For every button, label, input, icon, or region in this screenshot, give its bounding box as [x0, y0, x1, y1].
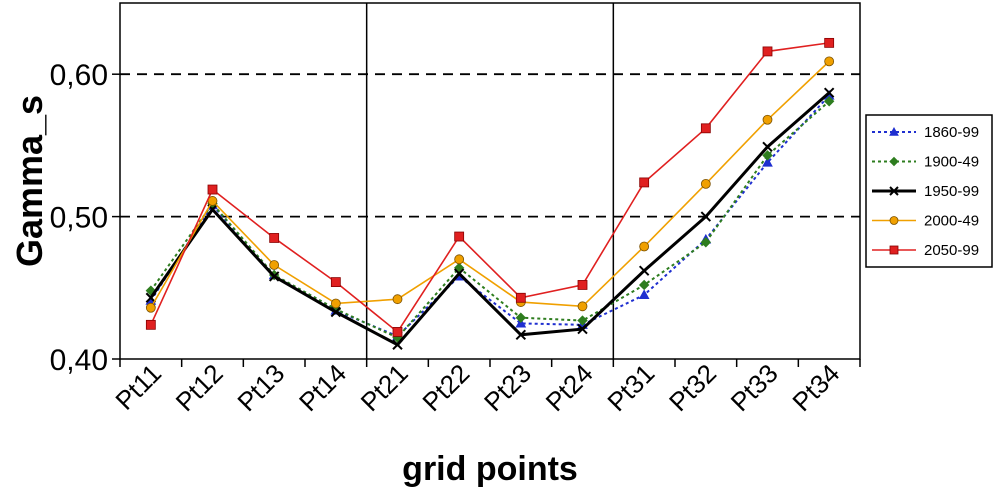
data-point-circle: [639, 241, 650, 252]
data-point-square: [762, 46, 773, 57]
data-point-x: [392, 339, 403, 350]
x-tick-label: Pt32: [663, 358, 722, 417]
series-2000-49: [145, 56, 835, 313]
data-point-x: [145, 292, 157, 303]
x-axis-ticks: Pt11 Pt12 Pt13 Pt14 Pt21 Pt22 Pt23 Pt24 Pt31 Pt32…: [109, 358, 861, 417]
data-point-square: [515, 292, 526, 303]
data-point-x: [823, 87, 835, 98]
series-line: [149, 94, 830, 338]
x-tick-label: Pt24: [540, 358, 599, 417]
data-point-circle: [577, 301, 588, 312]
data-point-circle: [700, 178, 711, 189]
y-tick-label: 0,50: [50, 202, 108, 235]
data-point-x: [762, 141, 773, 153]
data-point-diamond: [762, 150, 773, 161]
legend-item: 2050-99: [872, 242, 979, 259]
series-1950-99: [145, 87, 835, 350]
data-point-diamond: [515, 312, 527, 323]
data-point-x: [889, 186, 899, 196]
data-point-diamond: [889, 156, 899, 167]
series-line: [149, 91, 831, 347]
data-point-square: [700, 123, 711, 134]
data-point-x: [268, 271, 280, 282]
data-point-circle: [145, 302, 156, 313]
data-point-square: [145, 319, 156, 330]
data-point-square: [330, 277, 341, 288]
legend-label: 2000-49: [924, 213, 979, 230]
series-line: [150, 42, 830, 334]
legend-label: 2050-99: [924, 242, 979, 259]
data-point-square: [454, 231, 465, 242]
legend-label: 1900-49: [924, 154, 979, 171]
legend-item: 1860-99: [872, 124, 979, 141]
legend-label: 1950-99: [924, 183, 979, 200]
data-point-square: [824, 37, 835, 48]
legend-item: 1900-49: [872, 154, 979, 171]
data-point-square: [269, 233, 280, 243]
x-tick-label: Pt13: [231, 358, 290, 417]
data-point-triangle: [638, 289, 650, 300]
x-tick-label: Pt31: [601, 358, 660, 417]
data-point-square: [392, 327, 403, 337]
x-tick-label: Pt33: [725, 358, 784, 417]
y-axis-title: Gamma_s: [9, 95, 50, 267]
data-point-diamond: [700, 237, 712, 248]
x-tick-label: Pt12: [170, 358, 229, 417]
data-point-circle: [762, 114, 773, 125]
data-point-square: [577, 280, 588, 290]
x-tick-label: Pt23: [478, 358, 537, 417]
x-tick-label: Pt21: [355, 358, 414, 417]
data-point-diamond: [638, 279, 650, 291]
data-point-circle: [330, 298, 341, 309]
x-tick-label: Pt22: [416, 358, 475, 417]
x-axis-title: grid points: [402, 450, 578, 488]
data-point-circle: [269, 260, 280, 270]
legend-item: 1950-99: [872, 183, 979, 200]
data-point-triangle: [515, 317, 527, 328]
y-tick-label: 0,40: [50, 344, 108, 377]
data-point-diamond: [577, 315, 588, 326]
data-point-circle: [889, 216, 899, 225]
data-point-circle: [392, 294, 403, 305]
data-point-x: [577, 323, 588, 335]
data-point-diamond: [823, 96, 835, 107]
data-point-circle: [454, 254, 465, 265]
data-point-square: [207, 184, 218, 195]
y-tick-label: 0,60: [50, 59, 108, 92]
series-group: [145, 37, 835, 350]
data-point-x: [638, 265, 650, 276]
data-point-x: [330, 306, 342, 318]
series-line: [150, 60, 830, 309]
x-tick-label: Pt34: [786, 358, 845, 417]
y-axis-ticks: 0,40 0,50 0,60: [50, 59, 120, 377]
data-point-square: [639, 177, 650, 188]
data-point-x: [700, 211, 712, 222]
data-point-circle: [824, 56, 835, 67]
data-point-triangle: [762, 156, 773, 167]
data-point-triangle: [889, 126, 899, 136]
series-2050-99: [145, 37, 835, 337]
legend: 1860-99 1900-49 1950-99 2000-49 2050-99: [865, 114, 993, 268]
data-point-square: [889, 245, 899, 255]
legend-item: 2000-49: [872, 213, 979, 230]
x-tick-label: Pt14: [293, 358, 352, 417]
legend-label: 1860-99: [924, 124, 979, 141]
data-point-x: [515, 329, 527, 340]
data-point-x: [453, 268, 465, 279]
x-tick-label: Pt11: [109, 358, 167, 416]
